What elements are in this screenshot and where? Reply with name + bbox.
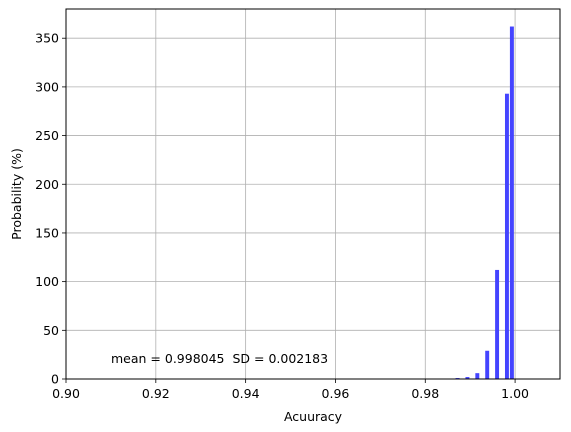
x-tick-label: 0.90 [52,386,80,401]
x-tick-label: 0.96 [322,386,350,401]
histogram-bar [495,269,500,379]
x-axis-label: Acuuracy [284,409,343,424]
y-tick-label: 100 [35,274,59,289]
y-tick-label: 150 [35,225,59,240]
histogram-bar [475,373,480,379]
histogram-bar [465,377,470,379]
y-axis-ticks: 0 50 100 150 200 250 300 350 [35,31,66,387]
x-axis-ticks: 0.90 0.92 0.94 0.96 0.98 1.00 [52,379,529,401]
plot-frame [65,8,561,380]
grid-lines [65,9,560,380]
x-tick-label: 0.92 [142,386,170,401]
stats-annotation: mean = 0.998045 SD = 0.002183 [111,351,328,366]
y-tick-label: 350 [35,31,59,46]
histogram-bar [504,93,509,380]
histogram-bar [485,350,490,379]
histogram-bar [509,26,514,380]
y-tick-label: 300 [35,79,59,94]
plot-background [66,9,560,379]
x-tick-label: 0.94 [232,386,260,401]
y-tick-label: 0 [51,372,59,387]
x-tick-label: 1.00 [501,386,529,401]
y-axis-label: Probability (%) [9,148,24,240]
y-tick-label: 200 [35,177,59,192]
y-tick-label: 250 [35,128,59,143]
y-tick-label: 50 [43,323,59,338]
x-tick-label: 0.98 [411,386,439,401]
